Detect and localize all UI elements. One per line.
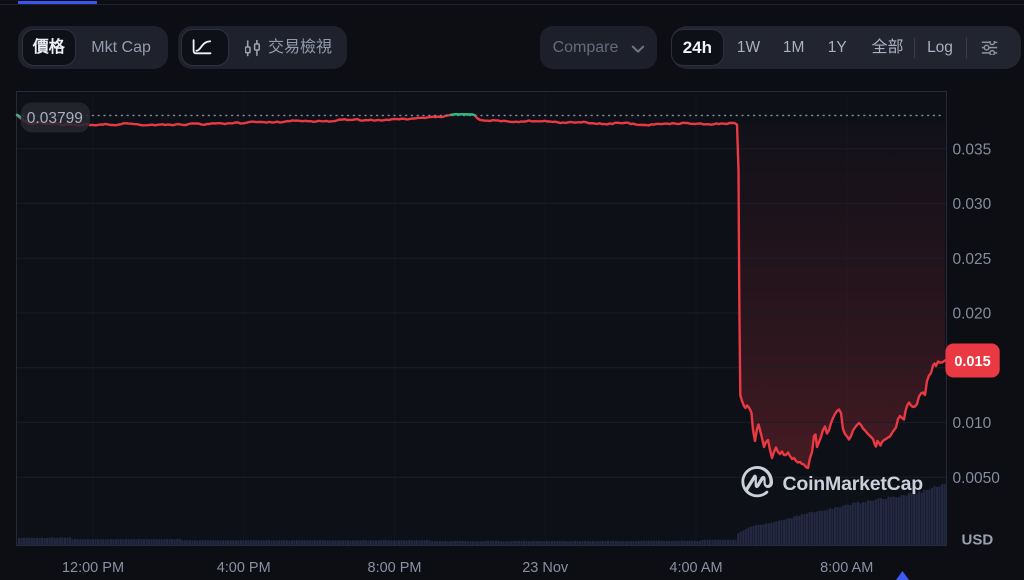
svg-text:0.015: 0.015: [954, 354, 990, 370]
svg-text:23 Nov: 23 Nov: [522, 560, 569, 576]
svg-text:4:00 AM: 4:00 AM: [669, 560, 722, 576]
svg-text:4:00 PM: 4:00 PM: [217, 560, 271, 576]
svg-text:0.035: 0.035: [953, 141, 992, 158]
svg-text:12:00 PM: 12:00 PM: [62, 560, 124, 576]
svg-text:8:00 PM: 8:00 PM: [368, 560, 422, 576]
svg-text:0.025: 0.025: [953, 251, 992, 268]
svg-text:0.010: 0.010: [953, 415, 992, 432]
svg-text:0.03799: 0.03799: [27, 110, 83, 127]
svg-text:0.020: 0.020: [953, 306, 992, 323]
svg-text:USD: USD: [962, 532, 994, 549]
svg-text:0.030: 0.030: [953, 196, 992, 213]
svg-text:0.0050: 0.0050: [953, 470, 1001, 487]
svg-text:8:00 AM: 8:00 AM: [820, 560, 873, 576]
svg-text:CoinMarketCap: CoinMarketCap: [783, 473, 924, 495]
